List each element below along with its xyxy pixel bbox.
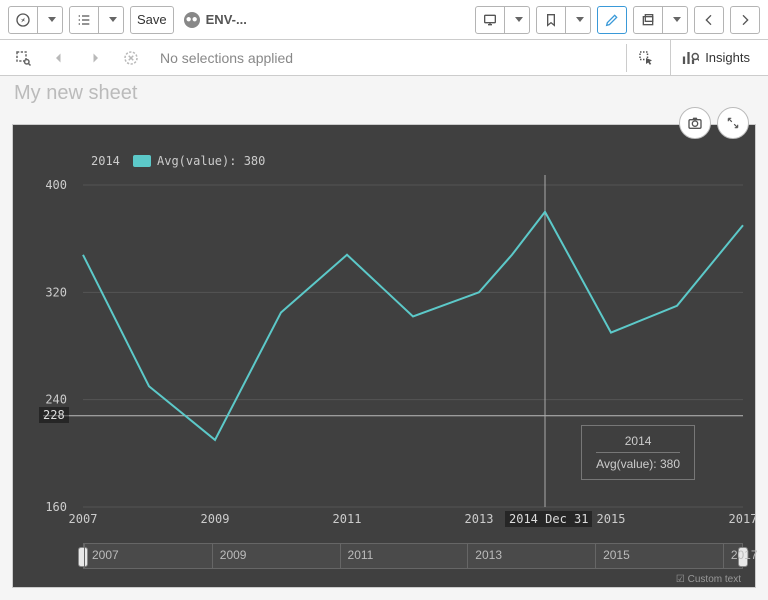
svg-text:2014: 2014 <box>91 154 120 168</box>
sheet-title[interactable]: My new sheet <box>0 76 768 110</box>
svg-text:2017: 2017 <box>729 512 755 526</box>
svg-text:240: 240 <box>45 393 67 407</box>
clear-selections-button[interactable] <box>116 44 146 72</box>
svg-text:2015: 2015 <box>597 512 626 526</box>
svg-text:320: 320 <box>45 285 67 299</box>
explore-split-button[interactable] <box>8 6 63 34</box>
insights-icon <box>681 49 699 67</box>
step-forward-button[interactable] <box>80 44 110 72</box>
reference-line-badge: 228 <box>39 407 69 423</box>
selections-status: No selections applied <box>160 50 293 66</box>
chart-tooltip: 2014 Avg(value): 380 <box>581 425 695 480</box>
chevron-down-icon <box>673 17 681 22</box>
chevron-left-icon <box>701 12 717 28</box>
sheets-split-button[interactable] <box>633 6 688 34</box>
save-button[interactable]: Save <box>130 6 174 34</box>
bookmark-icon <box>543 12 559 28</box>
chevron-down-icon <box>576 17 584 22</box>
env-dot-icon: ●● <box>184 12 200 28</box>
edit-button[interactable] <box>597 6 627 34</box>
range-scrubber[interactable]: 200720092011201320152017 <box>83 543 743 569</box>
smart-search-icon <box>14 49 32 67</box>
chevron-down-icon <box>515 17 523 22</box>
x-hover-badge: 2014 Dec 31 <box>505 511 592 527</box>
svg-text:160: 160 <box>45 500 67 514</box>
selections-tool-button[interactable] <box>626 44 664 72</box>
line-chart[interactable]: 160240320400200720092011201320152017 201… <box>13 125 755 587</box>
tooltip-title: 2014 <box>596 434 680 448</box>
svg-text:Avg(value): 380: Avg(value): 380 <box>157 154 265 168</box>
step-forward-icon <box>86 49 104 67</box>
svg-text:400: 400 <box>45 178 67 192</box>
insights-label: Insights <box>705 50 750 65</box>
clear-icon <box>122 49 140 67</box>
list-icon <box>76 12 92 28</box>
top-toolbar: Save ●● ENV-... <box>0 0 768 40</box>
smart-search-button[interactable] <box>8 44 38 72</box>
chevron-down-icon <box>48 17 56 22</box>
scrubber-handle-left[interactable] <box>78 547 88 567</box>
present-split-button[interactable] <box>475 6 530 34</box>
step-back-button[interactable] <box>44 44 74 72</box>
step-back-icon <box>50 49 68 67</box>
selections-tool-icon <box>637 49 655 67</box>
sheets-icon <box>640 12 656 28</box>
chevron-right-icon <box>737 12 753 28</box>
prev-sheet-button[interactable] <box>694 6 724 34</box>
env-label: ENV-... <box>206 12 247 27</box>
svg-text:2011: 2011 <box>333 512 362 526</box>
svg-text:2013: 2013 <box>465 512 494 526</box>
compass-icon <box>15 12 31 28</box>
chart-footer: ☑ Custom text <box>676 574 741 585</box>
svg-text:2009: 2009 <box>201 512 230 526</box>
chart-container: 160240320400200720092011201320152017 201… <box>12 124 756 588</box>
list-split-button[interactable] <box>69 6 124 34</box>
insights-button[interactable]: Insights <box>670 40 760 76</box>
save-label: Save <box>137 12 167 27</box>
svg-text:2007: 2007 <box>69 512 98 526</box>
tooltip-body: Avg(value): 380 <box>596 457 680 471</box>
next-sheet-button[interactable] <box>730 6 760 34</box>
chevron-down-icon <box>109 17 117 22</box>
monitor-icon <box>482 12 498 28</box>
environment-indicator[interactable]: ●● ENV-... <box>184 12 247 28</box>
pencil-icon <box>604 12 620 28</box>
bookmark-split-button[interactable] <box>536 6 591 34</box>
selection-bar: No selections applied Insights <box>0 40 768 76</box>
